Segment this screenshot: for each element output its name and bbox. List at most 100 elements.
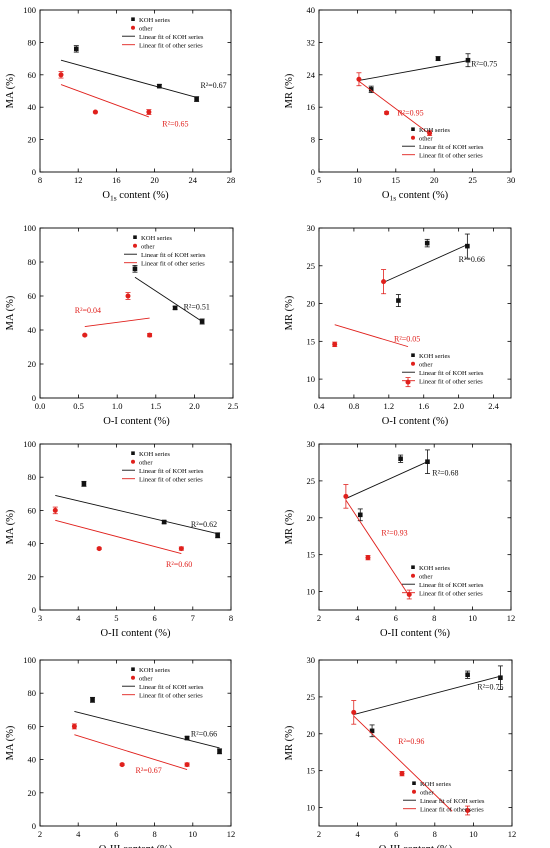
data-point — [368, 87, 374, 92]
y-tick-label: 8 — [311, 135, 315, 145]
plot-frame — [318, 9, 512, 173]
legend-entry: Linear fit of other series — [141, 261, 205, 268]
r-squared-label: R²=0.05 — [394, 334, 420, 343]
series-koh: R²=0.66 — [74, 696, 223, 755]
chart-panel-2: 5 10 15 20 25 30 0 8 16 24 32 40 O1s content (%) MR (… — [284, 5, 515, 203]
r-squared-label: R²=0.66 — [459, 255, 485, 264]
x-axis-label-main: O — [382, 190, 390, 201]
fit-line — [358, 80, 430, 135]
y-tick-label: 100 — [23, 223, 36, 233]
y-tick-label: 20 — [307, 729, 316, 739]
series-koh: R²=0.67 — [60, 45, 227, 102]
chart-panel-1: 8 12 16 20 24 28 0 20 40 60 80 100 O1s content (%) MA… — [5, 5, 235, 203]
x-axis-label-main: O-I content (%) — [103, 416, 170, 427]
y-tick-label: 40 — [28, 102, 37, 112]
data-point — [465, 672, 470, 678]
x-tick-label: 4 — [355, 829, 360, 839]
data-point — [217, 749, 222, 754]
legend-entry: Linear fit of KOH series — [139, 468, 204, 475]
chart-panel-6: 2 4 6 8 10 12 10 15 20 25 30 O-II content (%) MR (%)… — [284, 439, 515, 639]
legend-swatch — [131, 459, 135, 464]
series-other: R²=0.96 — [351, 700, 471, 816]
legend-entry: Linear fit of other series — [139, 693, 203, 700]
y-tick-label: 100 — [23, 5, 36, 15]
fit-line — [345, 461, 428, 500]
legend-swatch — [133, 235, 137, 239]
data-point — [58, 72, 64, 78]
x-tick-label: 1.6 — [418, 401, 429, 411]
x-axis-label-main: O-I content (%) — [382, 416, 449, 427]
x-axis-label-main: O-III content (%) — [379, 844, 453, 848]
legend-swatch — [411, 135, 415, 140]
x-tick-label: 15 — [392, 175, 401, 185]
plot-frame — [39, 443, 232, 611]
y-axis-label: MA (%) — [5, 509, 16, 544]
fit-line — [60, 84, 150, 118]
data-point — [119, 762, 125, 768]
data-point — [82, 332, 88, 338]
data-point — [90, 697, 95, 703]
x-axis-label: O-III content (%) — [379, 844, 453, 848]
r-squared-label: R²=0.67 — [136, 766, 162, 775]
fit-line — [84, 317, 150, 328]
x-tick-label: 0.5 — [73, 401, 84, 411]
chart-panel-4: 0.4 0.8 1.2 1.6 2.0 2.4 10 15 20 25 30 O-I content … — [284, 223, 512, 427]
data-point — [356, 76, 362, 82]
series-koh: R²=0.66 — [383, 233, 485, 307]
data-point — [92, 109, 98, 115]
data-point — [351, 709, 357, 715]
y-tick-label: 16 — [307, 102, 316, 112]
fit-line — [74, 734, 188, 770]
legend-swatch — [411, 565, 415, 569]
data-point — [435, 56, 441, 61]
x-axis-label: O-II content (%) — [380, 628, 450, 639]
r-squared-label: R²=0.60 — [166, 560, 192, 569]
data-point — [399, 771, 405, 777]
r-squared-label: R²=0.95 — [397, 108, 423, 117]
series-koh: R²=0.75 — [353, 665, 504, 738]
data-point — [71, 723, 77, 729]
y-tick-label: 0 — [32, 605, 36, 615]
x-tick-label: 12 — [508, 829, 517, 839]
legend-swatch — [131, 25, 135, 30]
r-squared-label: R²=0.04 — [75, 306, 101, 315]
x-axis-label-tail: content (%) — [117, 190, 169, 201]
data-point — [172, 305, 178, 311]
r-squared-label: R²=0.51 — [184, 303, 210, 312]
y-tick-label: 100 — [23, 439, 36, 449]
data-point — [381, 279, 387, 285]
data-point — [465, 243, 470, 249]
y-tick-label: 0 — [32, 167, 36, 177]
data-point — [73, 46, 79, 52]
y-tick-label: 30 — [307, 439, 316, 449]
legend-entry: Linear fit of KOH series — [419, 144, 484, 151]
fit-line — [134, 276, 203, 322]
legend-entry: other — [139, 460, 153, 467]
y-tick-label: 40 — [28, 755, 37, 765]
plot-frame — [318, 227, 512, 399]
x-tick-label: 5 — [114, 613, 118, 623]
fit-line — [74, 711, 220, 749]
y-tick-label: 60 — [28, 505, 37, 515]
legend-swatch — [131, 675, 135, 680]
data-point — [343, 493, 349, 499]
x-tick-label: 8 — [229, 613, 233, 623]
y-tick-label: 25 — [307, 692, 316, 702]
x-axis-label-sub: 1s — [110, 194, 117, 203]
legend-entry: KOH series — [139, 17, 170, 24]
y-axis-label: MR (%) — [284, 725, 295, 760]
legend-entry: KOH series — [139, 451, 170, 458]
y-tick-label: 30 — [307, 655, 316, 665]
x-tick-label: 8 — [433, 829, 437, 839]
legend-entry: Linear fit of KOH series — [419, 370, 484, 377]
x-tick-label: 1.2 — [384, 401, 395, 411]
chart-panel-3: 0.0 0.5 1.0 1.5 2.0 2.5 0 20 40 60 80 100 O-I conten… — [5, 223, 238, 427]
series-other: R²=0.60 — [52, 506, 192, 569]
data-point — [396, 298, 401, 303]
y-tick-label: 20 — [28, 135, 37, 145]
legend-entry: Linear fit of other series — [139, 477, 203, 484]
y-tick-label: 100 — [23, 655, 36, 665]
